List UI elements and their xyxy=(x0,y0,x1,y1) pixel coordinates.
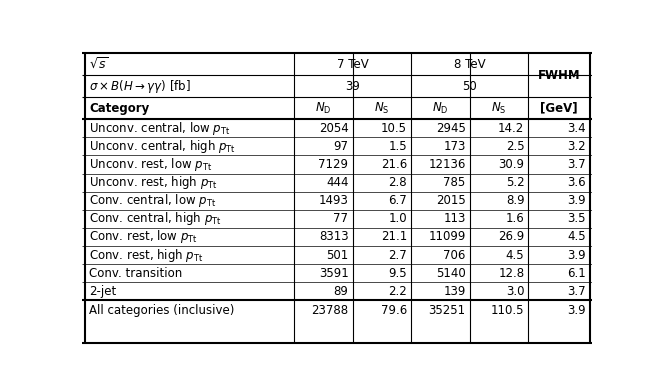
Text: 706: 706 xyxy=(443,249,466,261)
Text: 97: 97 xyxy=(334,140,349,153)
Text: 39: 39 xyxy=(345,80,360,93)
Text: $N_{\mathrm{S}}$: $N_{\mathrm{S}}$ xyxy=(374,101,390,116)
Text: FWHM: FWHM xyxy=(538,69,580,82)
Text: 3.9: 3.9 xyxy=(567,249,586,261)
Text: Conv. central, low $p_{\mathrm{Tt}}$: Conv. central, low $p_{\mathrm{Tt}}$ xyxy=(89,192,216,209)
Text: 23788: 23788 xyxy=(311,304,349,317)
Text: 3.4: 3.4 xyxy=(567,122,586,135)
Text: 4.5: 4.5 xyxy=(506,249,524,261)
Text: 3.7: 3.7 xyxy=(567,158,586,171)
Text: Conv. rest, low $p_{\mathrm{Tt}}$: Conv. rest, low $p_{\mathrm{Tt}}$ xyxy=(89,229,198,245)
Text: 89: 89 xyxy=(334,285,349,298)
Text: 2.8: 2.8 xyxy=(388,176,407,189)
Text: 79.6: 79.6 xyxy=(381,304,407,317)
Text: 6.1: 6.1 xyxy=(567,267,586,279)
Text: 3591: 3591 xyxy=(318,267,349,279)
Text: 3.0: 3.0 xyxy=(506,285,524,298)
Text: 8.9: 8.9 xyxy=(506,194,524,207)
Text: Unconv. rest, high $p_{\mathrm{Tt}}$: Unconv. rest, high $p_{\mathrm{Tt}}$ xyxy=(89,174,218,191)
Text: Conv. transition: Conv. transition xyxy=(89,267,182,279)
Text: Unconv. central, low $p_{\mathrm{Tt}}$: Unconv. central, low $p_{\mathrm{Tt}}$ xyxy=(89,120,230,137)
Text: 26.9: 26.9 xyxy=(498,230,524,243)
Text: 3.7: 3.7 xyxy=(567,285,586,298)
Text: 12136: 12136 xyxy=(428,158,466,171)
Text: 501: 501 xyxy=(326,249,349,261)
Text: Unconv. central, high $p_{\mathrm{Tt}}$: Unconv. central, high $p_{\mathrm{Tt}}$ xyxy=(89,138,236,155)
Text: 6.7: 6.7 xyxy=(388,194,407,207)
Text: 11099: 11099 xyxy=(428,230,466,243)
Text: 2-jet: 2-jet xyxy=(89,285,116,298)
Text: 113: 113 xyxy=(443,212,466,225)
Text: 21.1: 21.1 xyxy=(381,230,407,243)
Text: Conv. central, high $p_{\mathrm{Tt}}$: Conv. central, high $p_{\mathrm{Tt}}$ xyxy=(89,210,222,227)
Text: 50: 50 xyxy=(463,80,477,93)
Text: 3.9: 3.9 xyxy=(567,304,586,317)
Text: 8313: 8313 xyxy=(319,230,349,243)
Text: 5.2: 5.2 xyxy=(506,176,524,189)
Text: 10.5: 10.5 xyxy=(381,122,407,135)
Text: [GeV]: [GeV] xyxy=(540,102,578,115)
Text: 1493: 1493 xyxy=(318,194,349,207)
Text: 2054: 2054 xyxy=(318,122,349,135)
Text: $N_{\mathrm{D}}$: $N_{\mathrm{D}}$ xyxy=(432,101,449,116)
Text: 1.6: 1.6 xyxy=(505,212,524,225)
Text: Unconv. rest, low $p_{\mathrm{Tt}}$: Unconv. rest, low $p_{\mathrm{Tt}}$ xyxy=(89,156,212,173)
Text: 110.5: 110.5 xyxy=(491,304,524,317)
Text: 21.6: 21.6 xyxy=(381,158,407,171)
Text: $N_{\mathrm{D}}$: $N_{\mathrm{D}}$ xyxy=(315,101,332,116)
Text: 3.6: 3.6 xyxy=(567,176,586,189)
Text: 3.2: 3.2 xyxy=(567,140,586,153)
Text: 14.2: 14.2 xyxy=(498,122,524,135)
Text: 3.5: 3.5 xyxy=(567,212,586,225)
Text: $\sigma \times B(H \rightarrow \gamma\gamma)$ [fb]: $\sigma \times B(H \rightarrow \gamma\ga… xyxy=(89,78,191,94)
Text: 444: 444 xyxy=(326,176,349,189)
Text: 3.9: 3.9 xyxy=(567,194,586,207)
Text: 139: 139 xyxy=(443,285,466,298)
Text: 1.5: 1.5 xyxy=(388,140,407,153)
Text: 30.9: 30.9 xyxy=(498,158,524,171)
Text: 5140: 5140 xyxy=(436,267,466,279)
Text: 2015: 2015 xyxy=(436,194,466,207)
Text: 2945: 2945 xyxy=(436,122,466,135)
Text: 2.5: 2.5 xyxy=(506,140,524,153)
Text: 2.7: 2.7 xyxy=(388,249,407,261)
Text: 35251: 35251 xyxy=(428,304,466,317)
Text: Conv. rest, high $p_{\mathrm{Tt}}$: Conv. rest, high $p_{\mathrm{Tt}}$ xyxy=(89,247,203,263)
Text: 2.2: 2.2 xyxy=(388,285,407,298)
Text: 4.5: 4.5 xyxy=(567,230,586,243)
Text: 173: 173 xyxy=(443,140,466,153)
Text: All categories (inclusive): All categories (inclusive) xyxy=(89,304,234,317)
Text: 9.5: 9.5 xyxy=(388,267,407,279)
Text: 785: 785 xyxy=(443,176,466,189)
Text: 7129: 7129 xyxy=(318,158,349,171)
Text: Category: Category xyxy=(89,102,149,115)
Text: $\sqrt{s}$: $\sqrt{s}$ xyxy=(89,56,109,72)
Text: 8 TeV: 8 TeV xyxy=(454,58,486,71)
Text: 12.8: 12.8 xyxy=(498,267,524,279)
Text: 77: 77 xyxy=(334,212,349,225)
Text: $N_{\mathrm{S}}$: $N_{\mathrm{S}}$ xyxy=(492,101,507,116)
Text: 7 TeV: 7 TeV xyxy=(337,58,368,71)
Text: 1.0: 1.0 xyxy=(388,212,407,225)
